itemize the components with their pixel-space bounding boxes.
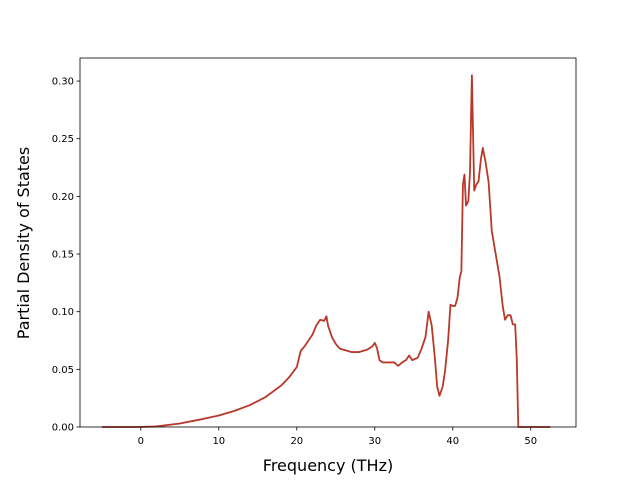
- y-tick-label: 0.15: [52, 250, 74, 261]
- x-tick-label: 30: [368, 436, 381, 447]
- x-axis-label: Frequency (THz): [263, 456, 393, 475]
- plot-frame: [79, 57, 577, 428]
- y-axis-label: Partial Density of States: [14, 147, 33, 339]
- x-tick-label: 0: [138, 436, 144, 447]
- x-tick-label: 50: [524, 436, 537, 447]
- data-line: [101, 74, 551, 428]
- y-tick-label: 0.20: [52, 192, 74, 203]
- y-tick-label: 0.05: [52, 365, 74, 376]
- y-tick-label: 0.10: [52, 307, 74, 318]
- x-tick-label: 10: [212, 436, 225, 447]
- x-tick-label: 40: [446, 436, 459, 447]
- y-tick-label: 0.25: [52, 134, 74, 145]
- y-tick-label: 0.00: [52, 423, 74, 434]
- x-tick-label: 20: [290, 436, 303, 447]
- y-tick-label: 0.30: [52, 77, 74, 88]
